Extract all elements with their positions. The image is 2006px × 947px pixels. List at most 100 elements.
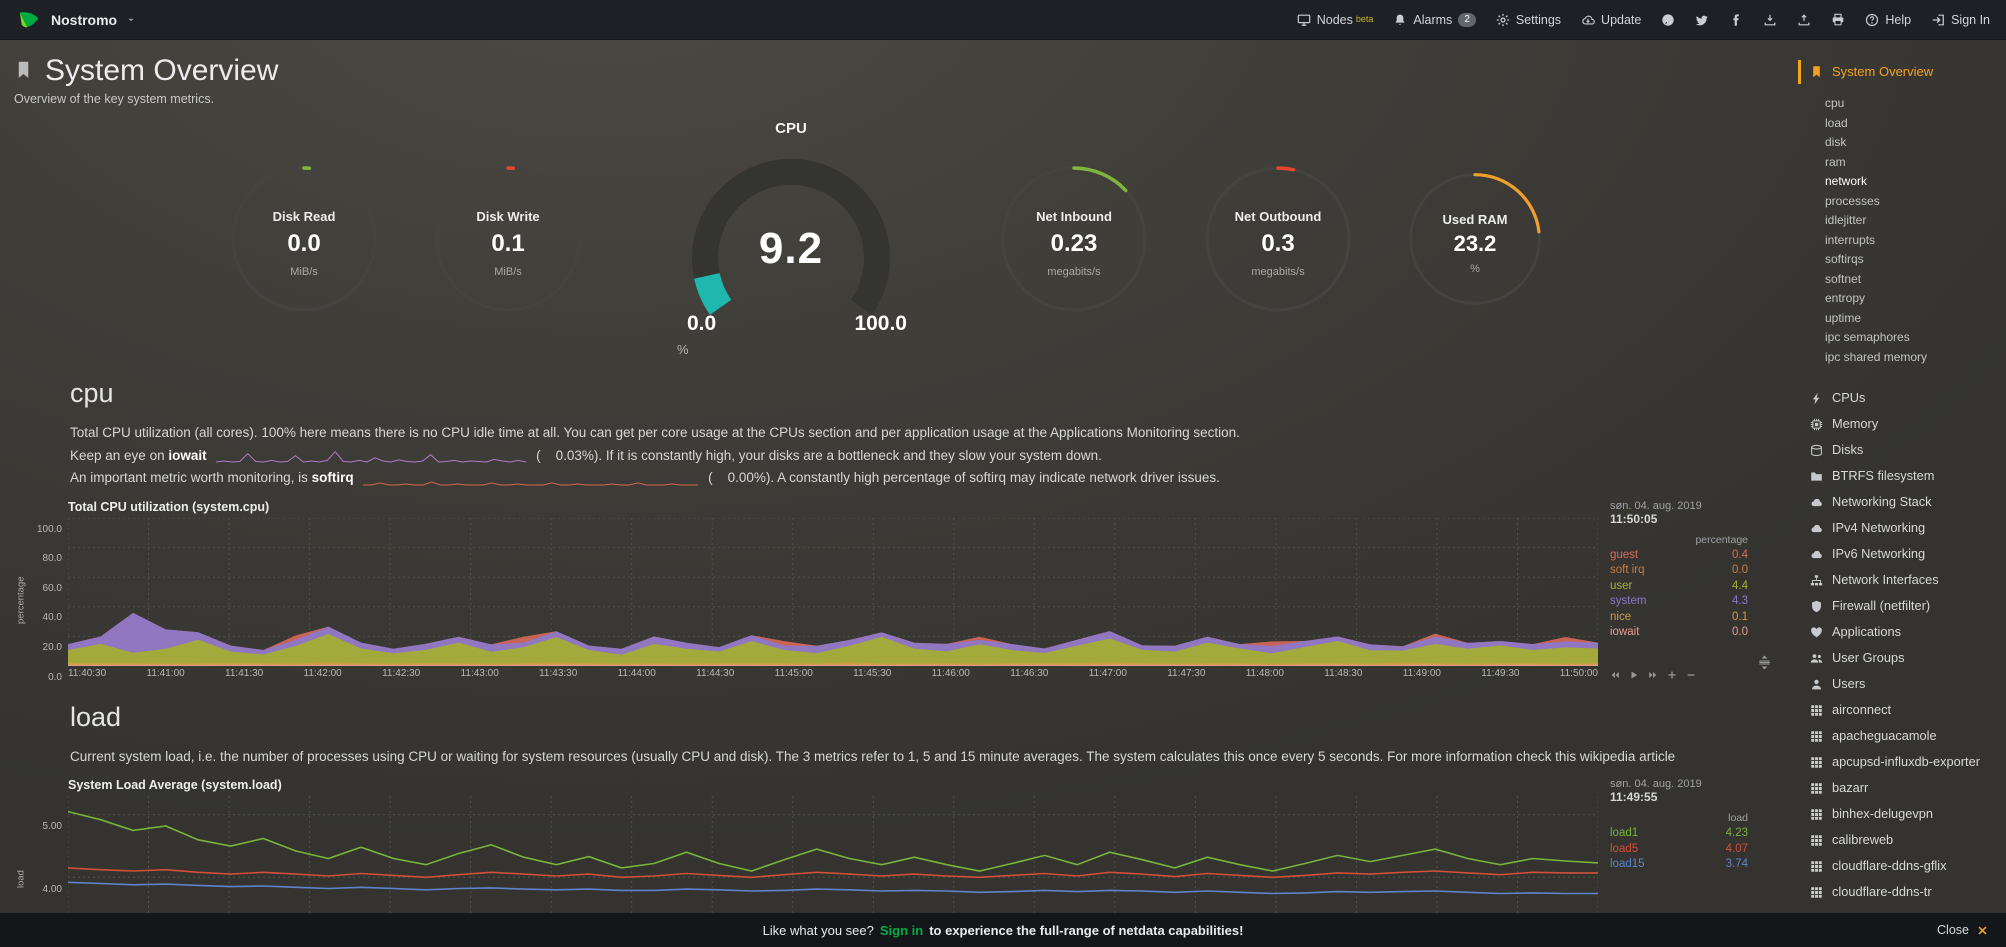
legend-entry-system[interactable]: system 4.3 [1610,595,1748,608]
sidebar-item-firewall-netfilter[interactable]: Firewall (netfilter) [1798,593,2002,619]
nav-item-alarms[interactable]: Alarms 2 [1393,12,1476,27]
sidebar-item-networking-stack[interactable]: Networking Stack [1798,489,2002,515]
sidebar-item-bazarr[interactable]: bazarr [1798,775,2002,801]
gauge-disk-write[interactable]: Disk Write 0.1 MiB/s [433,164,583,314]
sidebar-item-network-interfaces[interactable]: Network Interfaces [1798,567,2002,593]
sidebar-item-system-overview[interactable]: System Overview [1798,60,2002,84]
chart-btn-play[interactable] [1629,670,1639,680]
sidebar-item-user-groups[interactable]: User Groups [1798,645,2002,671]
disk-icon [1810,444,1823,457]
cpu-gauge[interactable]: CPU 9.2 0.0 100.0 % [641,120,941,358]
grid-icon [1810,730,1823,743]
chart-resize-handle[interactable] [1757,655,1772,670]
grid-icon [1810,834,1823,847]
nav-item-upload[interactable] [1797,13,1811,27]
gauge-disk-read[interactable]: Disk Read 0.0 MiB/s [229,164,379,314]
chart-btn-zoom-in[interactable] [1667,670,1677,680]
sidebar-item-calibreweb[interactable]: calibreweb [1798,827,2002,853]
user-icon [1810,678,1823,691]
y-tick: 100.0 [36,523,62,535]
sidebar-item-network[interactable]: network [1825,174,1868,188]
nav-item-settings[interactable]: Settings [1496,13,1561,27]
cpu-gauge-arc [692,158,890,315]
bookmark-icon [1810,65,1823,78]
nav-item-download[interactable] [1763,13,1777,27]
sidebar-item-users[interactable]: Users [1798,671,2002,697]
sidebar-item-btrfs-filesystem[interactable]: BTRFS filesystem [1798,463,2002,489]
node-menu[interactable]: Nostromo [16,9,136,31]
sidebar-item-cloudflare-ddns-tr[interactable]: cloudflare-ddns-tr [1798,879,2002,905]
nav-item-update[interactable]: Update [1581,13,1641,27]
sidebar-item-apacheguacamole[interactable]: apacheguacamole [1798,723,2002,749]
chart-time: 11:49:55 [1610,790,1658,805]
gauge-net-outbound[interactable]: Net Outbound 0.3 megabits/s [1203,164,1353,314]
gauge-net-inbound[interactable]: Net Inbound 0.23 megabits/s [999,164,1149,314]
chart-date: søn. 04. aug. 2019 [1610,499,1702,512]
sidebar-item-cloudflare-ddns-gflix[interactable]: cloudflare-ddns-gflix [1798,853,2002,879]
sidebar-item-airconnect[interactable]: airconnect [1798,697,2002,723]
sidebar-item-softirqs[interactable]: softirqs [1825,252,1864,266]
x-tick: 11:48:30 [1324,667,1363,679]
chart-btn-pan-right[interactable] [1648,670,1658,680]
legend-entry-load15[interactable]: load15 3.74 [1610,858,1748,871]
sidebar-item-softnet[interactable]: softnet [1825,271,1862,286]
signin-icon [1931,13,1945,27]
sidebar-item-load[interactable]: load [1825,115,1848,130]
banner-close-button[interactable]: Close [1937,923,1988,937]
sidebar-item-memory[interactable]: Memory [1798,411,2002,437]
gauge-used-ram[interactable]: Used RAM 23.2 % [1407,171,1543,307]
legend-entry-iowait[interactable]: iowait 0.0 [1610,626,1748,639]
chart-btn-pan-left[interactable] [1610,670,1620,680]
cpu-chart: percentage Total CPU utilization (system… [14,499,1772,683]
sidebar-item-ipc-semaphores[interactable]: ipc semaphores [1825,330,1910,344]
sidebar-item-cpu[interactable]: cpu [1825,96,1845,110]
sidebar-item-interrupts[interactable]: interrupts [1825,232,1876,247]
cloud-icon [1810,548,1823,561]
legend-entry-nice[interactable]: nice 0.1 [1610,610,1748,623]
legend-entry-soft-irq[interactable]: soft irq 0.0 [1610,564,1748,577]
nav-item-help[interactable]: Help [1865,13,1911,27]
sidebar-item-applications[interactable]: Applications [1798,619,2002,645]
close-icon [1977,925,1988,936]
nav-item-github[interactable] [1661,13,1675,27]
sidebar-item-idlejitter[interactable]: idlejitter [1825,213,1867,227]
softirq-sparkline[interactable] [363,472,699,486]
nav-item-print[interactable] [1831,13,1845,27]
chart-btn-zoom-out[interactable] [1686,670,1696,680]
print-icon [1831,13,1845,27]
legend-entry-user[interactable]: user 4.4 [1610,579,1748,592]
sidebar-item-disk[interactable]: disk [1825,135,1847,149]
sidebar-item-ipv4-networking[interactable]: IPv4 Networking [1798,515,2002,541]
sidebar-item-ipc-shared-memory[interactable]: ipc shared memory [1825,349,1928,364]
iowait-sparkline[interactable] [216,449,527,463]
sidebar-item-binhex-delugevpn[interactable]: binhex-delugevpn [1798,801,2002,827]
sidebar-item-uptime[interactable]: uptime [1825,310,1862,325]
sidebar-item-entropy[interactable]: entropy [1825,291,1866,305]
nav-item-facebook[interactable] [1729,13,1743,27]
legend-entry-load5[interactable]: load5 4.07 [1610,842,1748,855]
section-heading-load[interactable]: load [70,701,122,732]
sidebar-item-processes[interactable]: processes [1825,193,1880,208]
section-heading-cpu[interactable]: cpu [70,378,114,408]
sidebar-item-ipv6-networking[interactable]: IPv6 Networking [1798,541,2002,567]
question-icon [1865,13,1879,27]
nav-item-twitter[interactable] [1695,13,1709,27]
load-description: Current system load, i.e. the number of … [70,748,1676,764]
legend-entry-load1[interactable]: load1 4.23 [1610,827,1748,840]
signin-link[interactable]: Sign in [879,922,924,938]
y-tick: 4.00 [42,883,62,895]
sidebar-item-apcupsd-influxdb-exporter[interactable]: apcupsd-influxdb-exporter [1798,749,2002,775]
y-tick: 5.00 [42,821,62,832]
sidebar-item-ram[interactable]: ram [1825,154,1846,169]
x-tick: 11:50:00 [1559,667,1598,679]
nav-item-signin[interactable]: Sign In [1931,13,1990,27]
x-tick: 11:45:00 [774,667,813,679]
sidebar-item-disks[interactable]: Disks [1798,437,2002,463]
cpu-description-3: An important metric worth monitoring, is… [70,470,1220,486]
x-tick: 11:49:00 [1402,667,1441,679]
nav-item-nodes[interactable]: Nodes beta [1297,13,1373,27]
cpu-plot[interactable] [68,517,1598,666]
sidebar-item-cpus[interactable]: CPUs [1798,385,2002,411]
page-head: System Overview Overview of the key syst… [14,50,1798,106]
legend-entry-guest[interactable]: guest 0.4 [1610,548,1748,561]
